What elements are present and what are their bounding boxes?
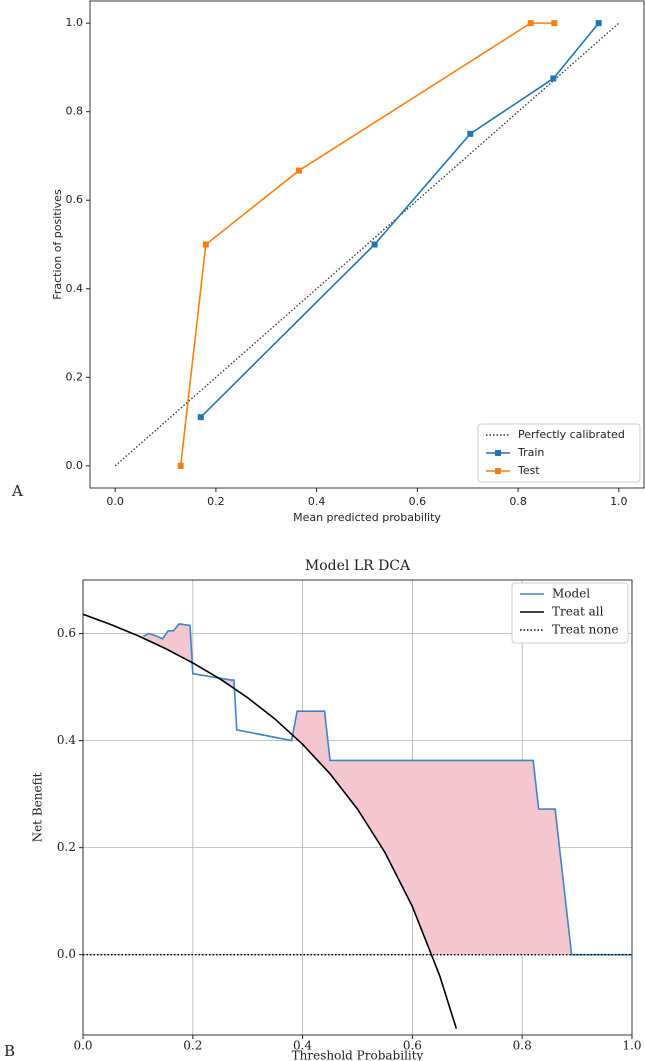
legend-label: Model <box>552 587 590 601</box>
panel-label: B <box>4 1042 15 1060</box>
legend-label: Perfectly calibrated <box>518 428 625 441</box>
legend-label: Train <box>517 446 544 459</box>
series-line <box>179 22 555 466</box>
legend-marker <box>495 450 501 456</box>
y-tick-label: 1.0 <box>66 16 84 29</box>
legend-label: Treat all <box>552 605 604 619</box>
legend-label: Test <box>517 464 540 477</box>
y-axis-label: Fraction of positives <box>51 189 64 300</box>
x-tick-label: 0.4 <box>308 495 326 508</box>
point <box>197 414 204 421</box>
y-tick-label: 0.0 <box>57 947 76 961</box>
legend-box <box>477 423 641 483</box>
panel-label: A <box>11 482 23 500</box>
chart: 0.0 0.2 0.4 0.6 0.8 1.0 0.0 0.2 0.4 0.6 Model LR D… <box>4 558 642 1061</box>
point <box>296 167 303 174</box>
point <box>551 20 558 27</box>
point <box>595 20 602 27</box>
x-tick-label: 0.6 <box>403 1039 422 1053</box>
x-tick-label: 1.0 <box>622 1039 641 1053</box>
legend-label: Treat none <box>552 623 618 637</box>
x-tick-label: 1.0 <box>610 495 628 508</box>
x-tick-label: 0.0 <box>106 495 124 508</box>
series-line <box>200 22 600 418</box>
y-tick-label: 0.6 <box>66 193 84 206</box>
x-axis-label: Threshold Probability <box>292 1049 424 1061</box>
x-tick-label: 0.8 <box>513 1039 532 1053</box>
y-tick-label: 0.8 <box>66 105 84 118</box>
x-tick-label: 0.2 <box>207 495 225 508</box>
y-tick-label: 0.6 <box>57 626 76 640</box>
benefit-area <box>143 624 632 955</box>
x-tick-label: 0.0 <box>73 1039 92 1053</box>
legend-box <box>511 582 629 644</box>
y-tick-label: 0.4 <box>57 733 76 747</box>
point <box>550 75 557 82</box>
y-tick-label: 0.2 <box>57 840 76 854</box>
chart: 0.0 0.2 0.4 0.6 0.8 1.0 0.0 0.2 0.4 0.6 0.8 1.0 Mean… <box>11 0 645 524</box>
legend-marker <box>495 468 501 474</box>
point <box>202 241 209 248</box>
x-axis-label: Mean predicted probability <box>293 511 441 524</box>
plot-frame <box>82 579 633 1036</box>
y-axis-label: Net Benefit <box>31 772 45 842</box>
point <box>177 462 184 469</box>
series-line <box>114 22 620 467</box>
point <box>467 130 474 137</box>
series-line <box>83 613 458 1029</box>
point <box>371 241 378 248</box>
x-tick-label: 0.6 <box>409 495 427 508</box>
chart-title: Model LR DCA <box>305 558 411 574</box>
point <box>527 20 534 27</box>
plot-frame <box>89 0 645 489</box>
x-tick-label: 0.4 <box>293 1039 312 1053</box>
y-tick-label: 0.2 <box>66 370 84 383</box>
x-tick-label: 0.8 <box>509 495 527 508</box>
y-tick-label: 0.4 <box>66 282 84 295</box>
y-tick-label: 0.0 <box>66 459 84 472</box>
x-tick-label: 0.2 <box>183 1039 202 1053</box>
series-line <box>143 623 632 956</box>
